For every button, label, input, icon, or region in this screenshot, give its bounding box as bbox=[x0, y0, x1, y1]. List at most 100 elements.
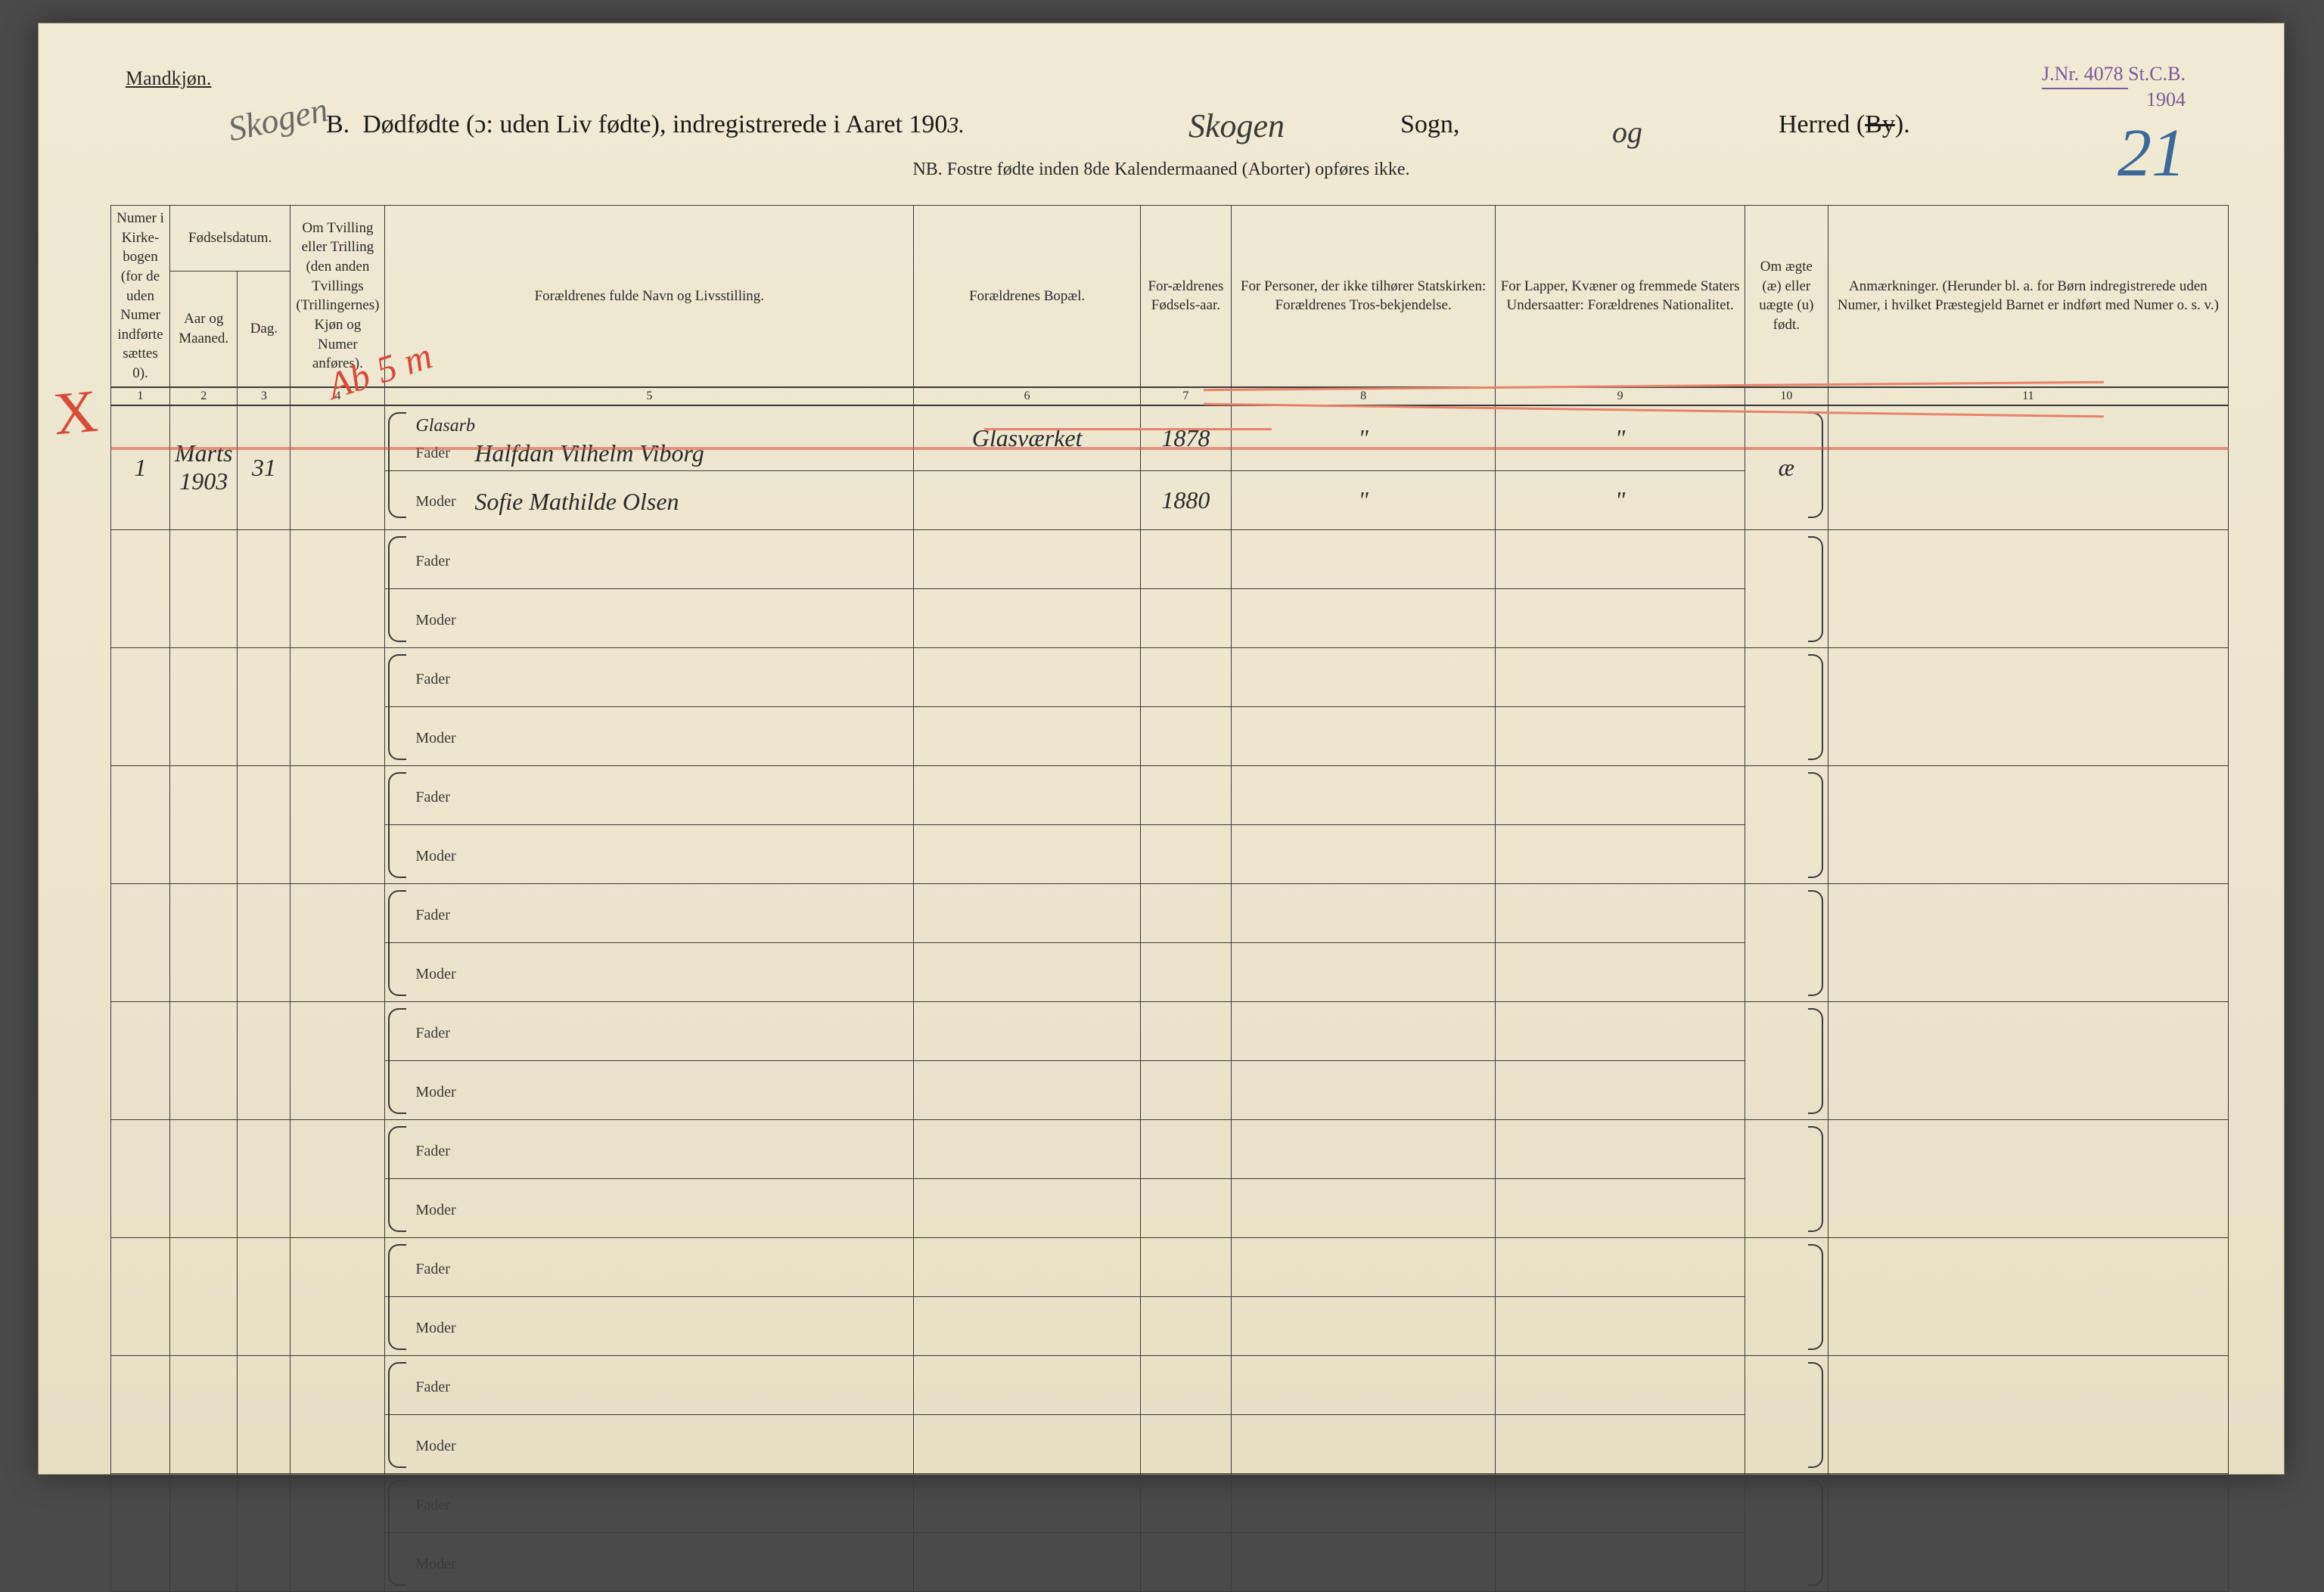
blank-cell bbox=[1496, 1414, 1745, 1473]
blank-cell bbox=[914, 1178, 1141, 1237]
blank-cell bbox=[1140, 588, 1231, 647]
blank-cell bbox=[290, 765, 385, 883]
entry-num: 1 bbox=[111, 405, 170, 530]
stamp-year: 1904 bbox=[2146, 88, 2186, 110]
table-row: Fader bbox=[111, 1119, 2229, 1178]
blank-fader-cell: Fader bbox=[385, 1237, 914, 1296]
brace-icon bbox=[388, 654, 406, 760]
col-header-8: For Personer, der ikke tilhører Statskir… bbox=[1231, 206, 1495, 387]
blank-cell bbox=[290, 647, 385, 765]
parish-name-diagonal: Skogen bbox=[225, 89, 331, 149]
blank-cell bbox=[1828, 1473, 2228, 1591]
blank-moder-cell: Moder bbox=[385, 942, 914, 1001]
blank-cell bbox=[169, 1119, 237, 1237]
blank-cell bbox=[1496, 706, 1745, 765]
blank-cell bbox=[1496, 1532, 1745, 1591]
blank-cell bbox=[1496, 1178, 1745, 1237]
moder-label: Moder bbox=[415, 493, 468, 510]
blank-cell bbox=[1140, 883, 1231, 942]
sogn-label: Sogn, bbox=[1400, 110, 1459, 139]
moder-label: Moder bbox=[415, 848, 468, 865]
blank-fader-cell: Fader bbox=[385, 1355, 914, 1414]
stamp-jnr-num: 4078 bbox=[2084, 63, 2124, 85]
blank-cell bbox=[914, 824, 1141, 883]
blank-cell bbox=[238, 1473, 290, 1591]
colnum: 9 bbox=[1496, 387, 1745, 405]
blank-cell bbox=[169, 647, 237, 765]
section-letter: B. bbox=[326, 110, 350, 138]
entry-aar: Marts 1903 bbox=[169, 405, 237, 530]
blank-cell bbox=[169, 529, 237, 647]
colnum: 2 bbox=[169, 387, 237, 405]
col-header-5: Forældrenes fulde Navn og Livsstilling. bbox=[385, 206, 914, 387]
blank-cell bbox=[1496, 1060, 1745, 1119]
blank-cell bbox=[914, 1119, 1141, 1178]
blank-cell bbox=[1231, 883, 1495, 942]
column-number-row: 1 2 3 4 5 6 7 8 9 10 11 bbox=[111, 387, 2229, 405]
blank-cell bbox=[1828, 1355, 2228, 1473]
blank-cell bbox=[914, 1001, 1141, 1060]
blank-cell bbox=[1231, 1060, 1495, 1119]
blank-moder-cell: Moder bbox=[385, 1414, 914, 1473]
entry-anm bbox=[1828, 405, 2228, 530]
colnum: 5 bbox=[385, 387, 914, 405]
blank-cell bbox=[1231, 1237, 1495, 1296]
blank-cell bbox=[1140, 1119, 1231, 1178]
brace-icon bbox=[1808, 1126, 1823, 1232]
blank-cell bbox=[1496, 1473, 1745, 1532]
moder-tros: " bbox=[1231, 470, 1495, 529]
table-body: 1 Marts 1903 31 Glasarb Fader Halfdan Vi… bbox=[111, 405, 2229, 1592]
blank-cell bbox=[1496, 883, 1745, 942]
blank-cell bbox=[290, 529, 385, 647]
table-row: Fader bbox=[111, 1237, 2229, 1296]
colnum: 3 bbox=[238, 387, 290, 405]
table-row: Fader bbox=[111, 647, 2229, 706]
blank-cell bbox=[914, 529, 1141, 588]
blank-cell bbox=[1231, 1473, 1495, 1532]
fader-nat: " bbox=[1496, 405, 1745, 471]
fader-label: Fader bbox=[415, 1143, 468, 1160]
blank-cell bbox=[1140, 765, 1231, 824]
blank-fader-cell: Fader bbox=[385, 765, 914, 824]
blank-cell bbox=[1140, 647, 1231, 706]
occupation-hand: Glasarb bbox=[415, 416, 475, 436]
blank-cell bbox=[238, 529, 290, 647]
col-header-9: For Lapper, Kvæner og fremmede Staters U… bbox=[1496, 206, 1745, 387]
blank-cell bbox=[1140, 1237, 1231, 1296]
aegte-cell: æ bbox=[1745, 405, 1828, 530]
blank-cell bbox=[1496, 1237, 1745, 1296]
blank-cell bbox=[1140, 1473, 1231, 1532]
entry-dag: 31 bbox=[238, 405, 290, 530]
blank-cell bbox=[1231, 706, 1495, 765]
table-row: Fader bbox=[111, 765, 2229, 824]
blank-fader-cell: Fader bbox=[385, 883, 914, 942]
blank-cell bbox=[290, 883, 385, 1001]
blank-cell bbox=[1231, 1119, 1495, 1178]
blank-moder-cell: Moder bbox=[385, 1296, 914, 1355]
red-strike-line bbox=[984, 428, 1272, 430]
col-header-6: Forældrenes Bopæl. bbox=[914, 206, 1141, 387]
moder-label: Moder bbox=[415, 1084, 468, 1101]
blank-cell bbox=[1828, 765, 2228, 883]
blank-cell bbox=[111, 1237, 170, 1355]
blank-cell bbox=[914, 1532, 1141, 1591]
blank-aegte-cell bbox=[1745, 1001, 1828, 1119]
blank-cell bbox=[1496, 529, 1745, 588]
blank-cell bbox=[1140, 1355, 1231, 1414]
blank-cell bbox=[169, 1355, 237, 1473]
blank-cell bbox=[1496, 765, 1745, 824]
fader-label: Fader bbox=[415, 671, 468, 688]
blank-cell bbox=[111, 1001, 170, 1119]
col-header-11: Anmærkninger. (Herunder bl. a. for Børn … bbox=[1828, 206, 2228, 387]
blank-cell bbox=[1231, 588, 1495, 647]
blank-aegte-cell bbox=[1745, 1473, 1828, 1591]
fader-label: Fader bbox=[415, 907, 468, 924]
col-header-7: For-ældrenes Fødsels-aar. bbox=[1140, 206, 1231, 387]
blank-cell bbox=[1231, 1001, 1495, 1060]
blank-cell bbox=[1140, 942, 1231, 1001]
blank-moder-cell: Moder bbox=[385, 1532, 914, 1591]
blank-cell bbox=[1231, 1532, 1495, 1591]
blank-cell bbox=[169, 765, 237, 883]
moder-label: Moder bbox=[415, 966, 468, 983]
fader-tros: " bbox=[1231, 405, 1495, 471]
